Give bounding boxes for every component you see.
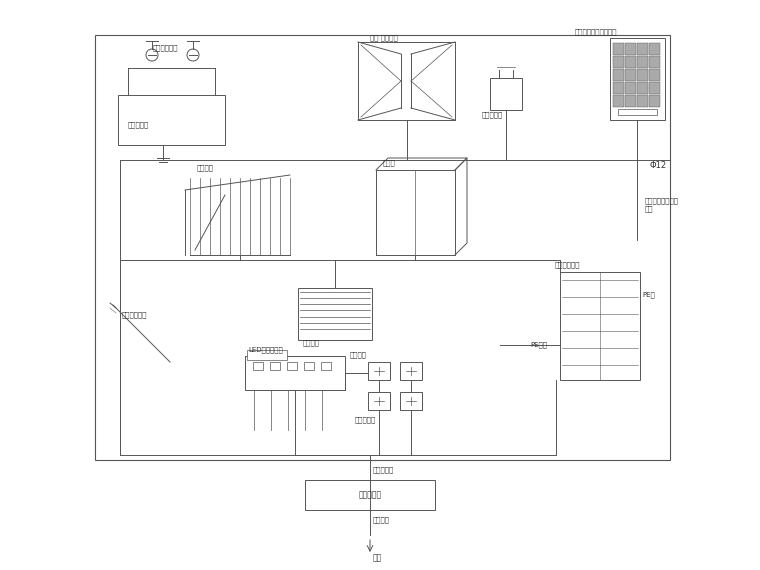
Bar xyxy=(613,82,624,94)
Bar xyxy=(270,362,280,370)
Bar xyxy=(560,272,640,380)
Text: PE线: PE线 xyxy=(642,292,655,298)
Bar xyxy=(287,362,297,370)
Text: 主联接母线: 主联接母线 xyxy=(373,467,394,473)
Bar xyxy=(247,350,287,360)
Text: 接线端子板: 接线端子板 xyxy=(359,491,382,499)
Bar xyxy=(625,43,636,55)
Bar xyxy=(649,56,660,68)
Bar xyxy=(649,82,660,94)
Bar xyxy=(637,69,648,81)
Bar xyxy=(368,362,390,380)
Text: 强制平配电盒: 强制平配电盒 xyxy=(555,262,581,268)
Bar xyxy=(613,95,624,107)
Bar xyxy=(625,82,636,94)
Text: LED平板浏览灯: LED平板浏览灯 xyxy=(248,347,283,353)
Bar xyxy=(305,480,435,510)
Bar xyxy=(298,288,372,340)
Bar xyxy=(613,56,624,68)
Text: 空调冷冻机: 空调冷冻机 xyxy=(482,112,503,119)
Bar xyxy=(637,95,648,107)
Bar xyxy=(613,43,624,55)
Bar xyxy=(625,95,636,107)
Bar xyxy=(625,56,636,68)
Bar xyxy=(610,38,665,120)
Text: 金属风道: 金属风道 xyxy=(303,340,320,347)
Text: 金属栏杆: 金属栏杆 xyxy=(197,165,214,172)
Bar xyxy=(649,95,660,107)
Text: 金属柜: 金属柜 xyxy=(383,160,396,166)
Bar xyxy=(304,362,314,370)
Bar xyxy=(400,392,422,410)
Text: 金属给水管道: 金属给水管道 xyxy=(152,44,178,51)
Text: 管道弹夹具: 管道弹夹具 xyxy=(355,417,376,424)
Text: PE母线: PE母线 xyxy=(530,341,547,348)
Bar xyxy=(613,69,624,81)
Bar xyxy=(637,82,648,94)
Bar xyxy=(118,95,225,145)
Text: 空调展机、改造概评号: 空调展机、改造概评号 xyxy=(575,28,617,35)
Text: 门窗 入户空间: 门窗 入户空间 xyxy=(370,35,397,41)
Bar xyxy=(618,109,657,115)
Bar xyxy=(490,78,522,110)
Text: 金属风道管二: 金属风道管二 xyxy=(122,312,147,318)
Text: 金属管卡: 金属管卡 xyxy=(350,352,367,359)
Bar xyxy=(245,356,345,390)
Text: 与天面防雷接地网
焊接: 与天面防雷接地网 焊接 xyxy=(645,198,679,212)
Bar xyxy=(637,43,648,55)
Bar xyxy=(649,43,660,55)
Bar xyxy=(321,362,331,370)
Bar xyxy=(368,392,390,410)
Text: Φ12: Φ12 xyxy=(650,161,667,169)
Bar xyxy=(625,69,636,81)
Text: 接地: 接地 xyxy=(373,553,382,563)
Text: 接地总线: 接地总线 xyxy=(373,516,390,523)
Text: 冷冻调制罐: 冷冻调制罐 xyxy=(128,122,149,128)
Bar xyxy=(400,362,422,380)
Bar xyxy=(649,69,660,81)
Bar xyxy=(253,362,263,370)
Bar xyxy=(95,35,670,460)
Bar xyxy=(637,56,648,68)
